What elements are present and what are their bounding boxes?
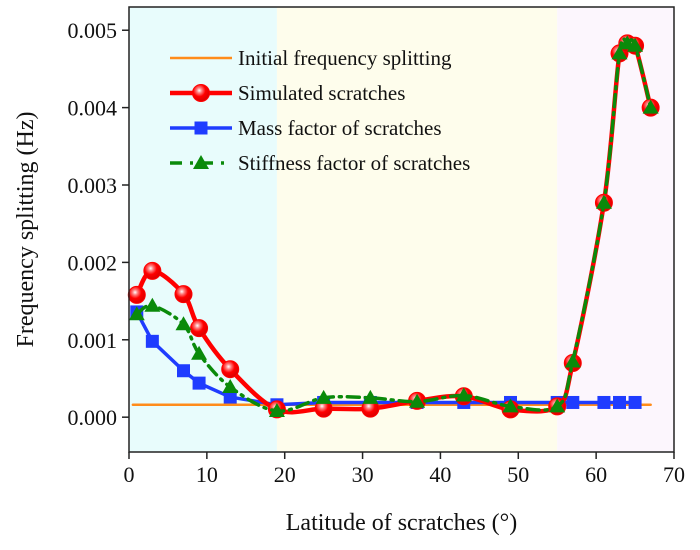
y-axis: 0.000 0.001 0.002 0.003 0.004 0.005 — [68, 18, 129, 430]
data-point — [595, 194, 612, 209]
legend-item: Simulated scratches — [170, 81, 405, 105]
data-point — [315, 389, 332, 404]
legend-item: Initial frequency splitting — [170, 46, 452, 70]
y-tick-label: 0.002 — [68, 250, 118, 275]
data-point — [221, 360, 240, 379]
x-tick-label: 30 — [352, 462, 374, 487]
plot-frame — [128, 6, 675, 453]
data-point — [192, 376, 206, 390]
y-tick-label: 0.001 — [68, 328, 118, 353]
data-point — [628, 395, 642, 409]
data-point — [127, 285, 146, 304]
data-point — [566, 395, 580, 409]
x-tick-label: 70 — [663, 462, 685, 487]
background-region-1 — [276, 7, 558, 452]
x-tick-label: 10 — [196, 462, 218, 487]
legend-marker — [193, 155, 209, 169]
legend-label: Stiffness factor of scratches — [238, 151, 470, 175]
data-point — [627, 37, 644, 52]
x-tick-label: 40 — [429, 462, 451, 487]
x-tick-label: 60 — [585, 462, 607, 487]
x-axis-title: Latitude of scratches (°) — [286, 510, 518, 536]
data-point — [223, 390, 237, 404]
x-axis: 0 10 20 30 40 50 60 70 — [124, 452, 685, 487]
legend-marker — [194, 121, 208, 135]
data-point — [362, 389, 379, 404]
legend-label: Simulated scratches — [238, 81, 405, 105]
legend-label: Mass factor of scratches — [238, 116, 442, 140]
series-layer — [127, 34, 660, 419]
data-point — [191, 345, 208, 360]
data-point — [175, 316, 192, 331]
data-point — [549, 398, 566, 413]
y-tick-label: 0.000 — [68, 405, 118, 430]
series-stiffness-factor-of-scratches — [128, 35, 659, 417]
y-tick-label: 0.003 — [68, 173, 118, 198]
series-line — [135, 310, 637, 407]
legend-marker — [192, 84, 210, 102]
data-point — [268, 402, 285, 417]
x-tick-label: 50 — [507, 462, 529, 487]
legend-label: Initial frequency splitting — [238, 46, 452, 70]
data-point — [190, 319, 209, 338]
data-point — [455, 387, 472, 402]
data-point — [144, 297, 161, 312]
legend-item: Stiffness factor of scratches — [170, 151, 470, 175]
data-point — [174, 285, 193, 304]
x-tick-label: 20 — [274, 462, 296, 487]
legend: Initial frequency splitting Simulated scr… — [170, 46, 470, 175]
data-point — [409, 393, 426, 408]
legend-item: Mass factor of scratches — [170, 116, 442, 140]
data-point — [177, 364, 190, 378]
data-point — [611, 45, 628, 60]
data-point — [128, 306, 145, 321]
data-point — [597, 395, 611, 409]
data-point — [502, 398, 519, 413]
background-regions — [129, 7, 674, 452]
data-point — [613, 395, 626, 409]
y-tick-label: 0.005 — [68, 18, 118, 43]
data-point — [222, 378, 239, 393]
y-tick-label: 0.004 — [68, 96, 118, 121]
data-point — [145, 334, 159, 348]
data-point — [564, 353, 581, 368]
x-tick-label: 0 — [124, 462, 135, 487]
y-axis-title: Frequency splitting (Hz) — [13, 112, 39, 348]
data-point — [642, 99, 659, 114]
data-point — [143, 261, 162, 280]
